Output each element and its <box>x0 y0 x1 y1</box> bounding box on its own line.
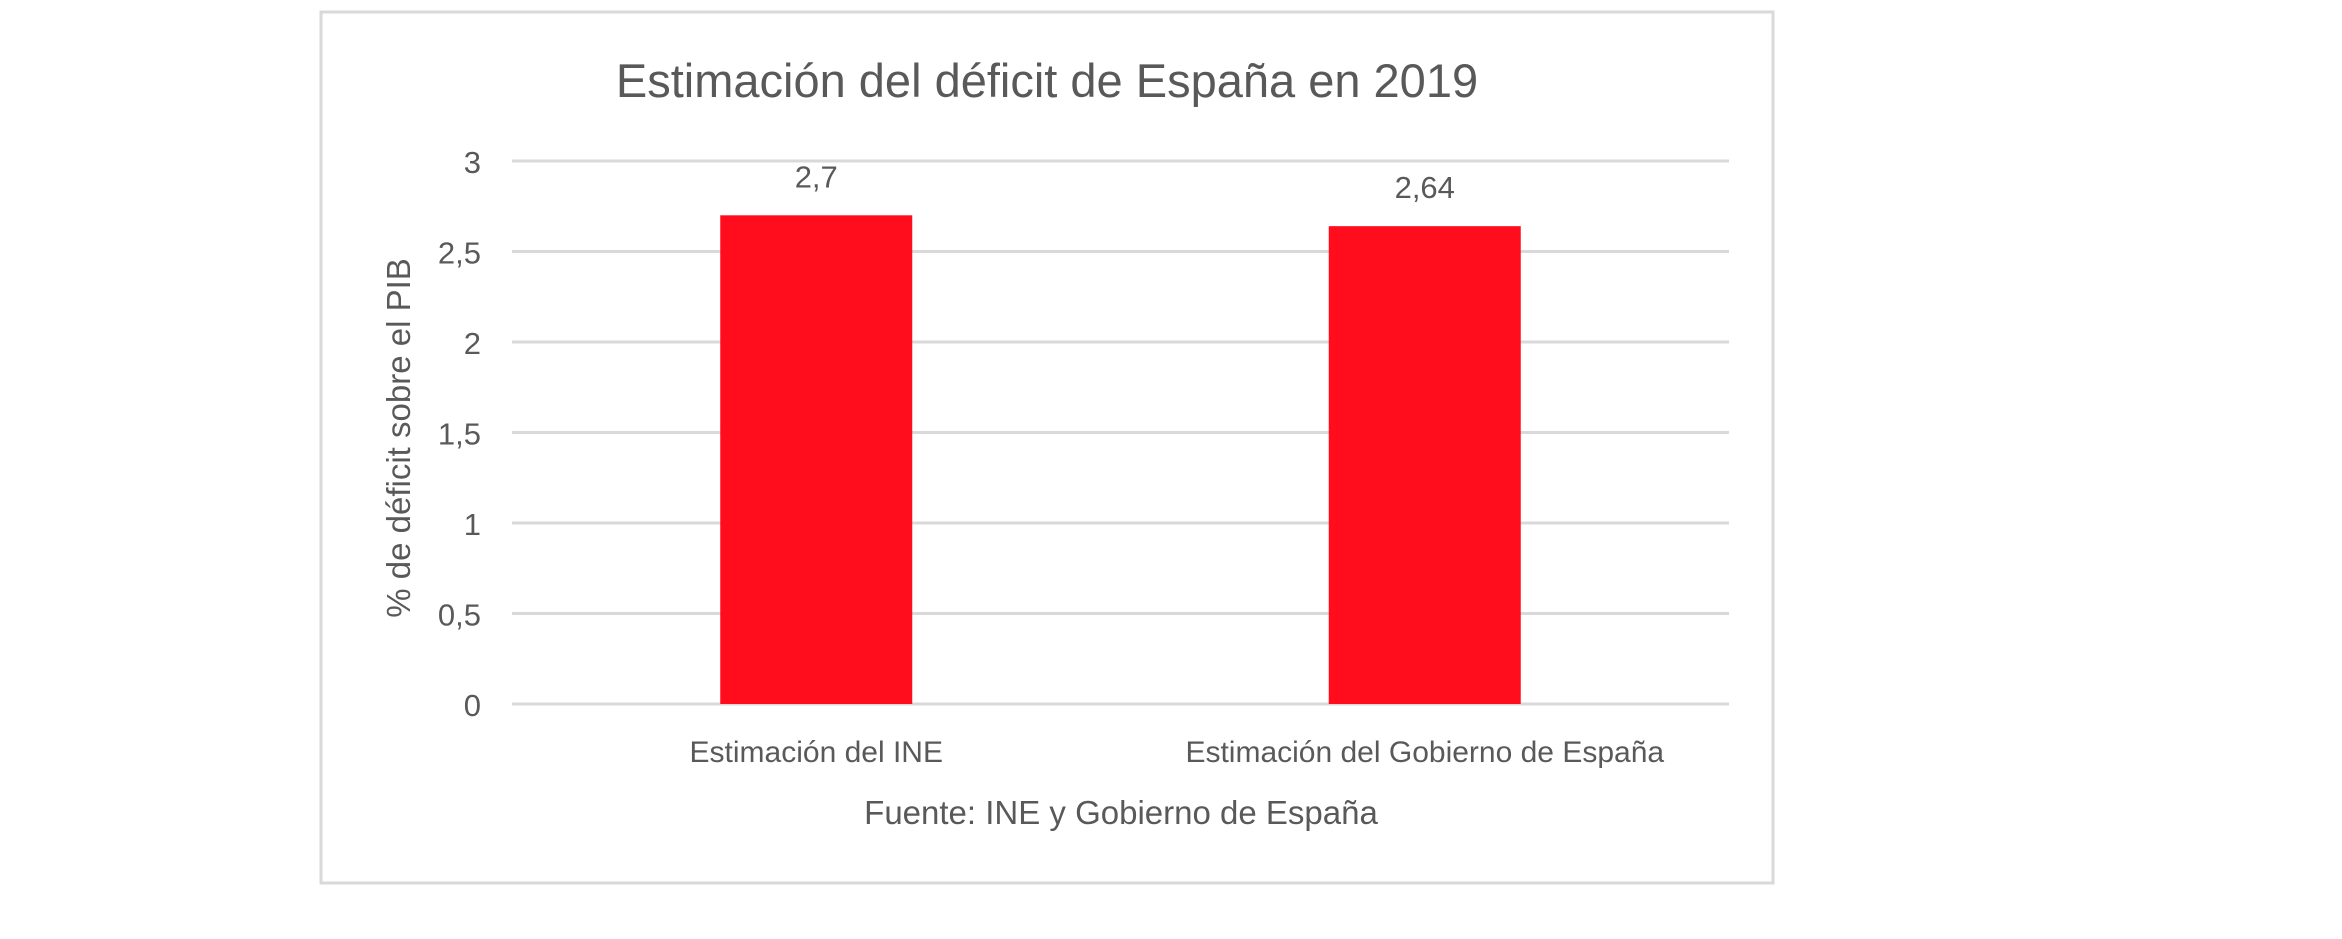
bars <box>720 215 1521 705</box>
x-tick-label: Estimación del INE <box>690 736 943 769</box>
y-tick-label: 0 <box>464 688 481 723</box>
bar <box>720 215 913 705</box>
data-labels: 2,7 2,64 <box>795 159 1455 205</box>
y-tick-label: 3 <box>464 145 481 180</box>
gridlines <box>512 159 1729 706</box>
y-tick-label: 1 <box>464 507 481 542</box>
y-axis-ticks: 0 0,5 1 1,5 2 2,5 3 <box>438 145 481 723</box>
chart-title: Estimación del déficit de España en 2019 <box>616 54 1478 107</box>
y-tick-label: 2,5 <box>438 236 481 271</box>
data-label: 2,64 <box>1395 170 1455 205</box>
y-tick-label: 1,5 <box>438 417 481 452</box>
x-axis-title: Fuente: INE y Gobierno de España <box>864 794 1378 831</box>
chart-frame <box>319 10 1775 885</box>
y-tick-label: 0,5 <box>438 598 481 633</box>
x-tick-label: Estimación del Gobierno de España <box>1185 736 1664 769</box>
y-tick-label: 2 <box>464 326 481 361</box>
y-axis-title: % de déficit sobre el PIB <box>380 258 417 618</box>
data-label: 2,7 <box>795 159 838 194</box>
bar <box>1328 226 1521 704</box>
x-axis-ticks: Estimación del INE Estimación del Gobiern… <box>690 736 1665 769</box>
